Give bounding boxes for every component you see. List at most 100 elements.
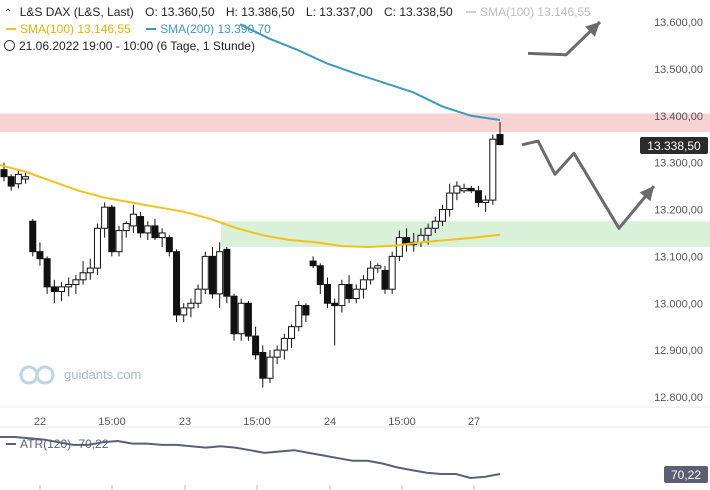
price-zones [0,113,710,247]
x-tick-label: 15:00 [98,416,126,428]
sma200-legend[interactable]: SMA(200) 13.390,70 [144,22,271,36]
candle-body-up [14,173,22,185]
candle-body-up [295,305,303,328]
candle [22,172,30,184]
candle [173,249,181,322]
projection-arrow [521,139,656,230]
candle-body-down [467,187,475,192]
candle-body-up [180,307,188,316]
logo-ring-right [35,365,55,385]
candle-body-down [173,251,181,316]
candle [50,279,58,304]
candle [323,277,331,308]
candle-body-up [93,227,101,269]
candle [230,293,238,341]
candle [122,221,130,238]
open-value: O: 13.360,50 [145,5,215,19]
candle-body-up [431,220,439,229]
last-price-box [640,137,708,154]
candle-body-up [352,288,360,300]
y-tick-label: 13.500,00 [654,64,703,76]
candle-body-down [316,265,324,285]
candle-body-up [101,206,109,229]
candle-body-up [187,302,195,309]
legend-row-2: SMA(100) 13.146,55 SMA(200) 13.390,70 [4,22,271,36]
candle [244,300,252,341]
candle [72,275,80,294]
y-tick-label: 13.000,00 [654,298,703,310]
x-tick-label: 27 [468,416,480,428]
candle [288,324,296,348]
legend-row-1: ⌃ L&S DAX (L&S, Last) O: 13.360,50 H: 13… [4,5,591,21]
high-value: H: 13.386,50 [225,5,295,19]
candle [273,345,281,365]
candle-body-up [86,267,94,274]
candle [374,263,382,273]
candle [58,282,66,301]
candle-body-up [338,284,346,307]
candle [151,218,159,240]
candle [7,174,15,191]
candle-body-up [395,237,403,257]
projection-arrow [527,20,602,57]
candle-body-down [36,251,44,260]
candle [352,284,360,304]
candle-body-up [65,284,73,288]
y-tick-label: 13.300,00 [654,158,703,170]
candle [165,235,173,257]
close-value: C: 13.338,50 [384,5,453,19]
candle-body-up [489,138,497,201]
candle-body-down [29,220,37,253]
candle-body-up [22,176,30,180]
sma100-line [0,164,501,249]
candle-body-down [0,169,8,178]
candle-body-down [323,284,331,304]
candle-body-up [144,225,152,234]
candle-body-down [151,225,159,239]
x-axis: 22 15:00 23 15:00 24 15:00 27 [0,406,710,490]
candle [137,211,145,238]
atr-value-tag: 70,22 [671,468,701,482]
candle-body-up [72,279,80,285]
watermark-text: guidants.com [64,367,141,382]
candle-body-down [244,302,252,337]
candle-body-up [374,265,382,269]
dropdown-chevron-icon[interactable]: ⌃ [4,8,13,19]
candle [252,326,260,360]
x-tick-label: 22 [34,416,46,428]
sma200-line-icon [146,27,157,30]
sma100-ghost-legend: SMA(100) 13.146,55 [464,5,591,19]
x-tick-label: 15:00 [243,416,271,428]
legend-line-icon [466,10,477,13]
low-value: L: 13.337,00 [305,5,373,19]
period-label: 21.06.2022 19:00 - 10:00 (6 Tage, 1 Stun… [19,39,255,53]
candle [431,216,439,233]
candle-body-up [237,302,245,335]
candle-body-down [331,302,339,307]
candle [101,202,109,238]
candle [14,169,22,189]
candle-body-up [388,255,396,290]
candle [93,223,101,276]
candle [302,303,310,322]
y-tick-label: 13.100,00 [654,251,703,263]
atr-legend: ATR(120) 70,22 [4,437,109,451]
atr-line-icon [6,442,16,445]
atr-line [0,436,501,480]
candle [460,183,468,194]
candle [367,261,375,285]
candle-body-down [208,255,216,295]
candle [43,256,51,294]
support-zone [221,221,710,247]
candle [331,298,339,346]
instrument-name: L&S DAX (L&S, Last) [19,5,134,19]
candle [381,265,389,294]
candle-body-down [7,176,15,187]
candle [208,247,216,299]
sma100-legend[interactable]: SMA(100) 13.146,55 [4,22,134,36]
atr-value-box [664,466,708,483]
candle-body-down [43,258,51,288]
candle-body-up [280,337,288,351]
candle-body-up [424,227,432,236]
candle [86,258,94,280]
